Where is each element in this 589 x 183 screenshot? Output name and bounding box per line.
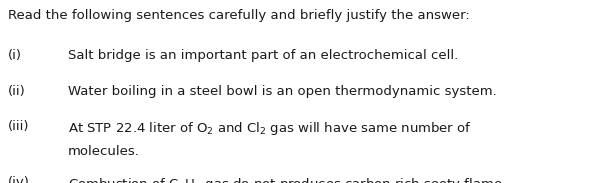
- Text: (iii): (iii): [8, 120, 29, 133]
- Text: Salt bridge is an important part of an electrochemical cell.: Salt bridge is an important part of an e…: [68, 49, 458, 62]
- Text: (i): (i): [8, 49, 22, 62]
- Text: Combustion of C$_{2}$H$_{6}$ gas do not produces carbon rich sooty flame.: Combustion of C$_{2}$H$_{6}$ gas do not …: [68, 176, 506, 183]
- Text: At STP 22.4 liter of O$_{2}$ and Cl$_{2}$ gas will have same number of: At STP 22.4 liter of O$_{2}$ and Cl$_{2}…: [68, 120, 471, 137]
- Text: Water boiling in a steel bowl is an open thermodynamic system.: Water boiling in a steel bowl is an open…: [68, 85, 497, 98]
- Text: (iv): (iv): [8, 176, 29, 183]
- Text: molecules.: molecules.: [68, 145, 140, 158]
- Text: Read the following sentences carefully and briefly justify the answer:: Read the following sentences carefully a…: [8, 9, 469, 22]
- Text: (ii): (ii): [8, 85, 25, 98]
